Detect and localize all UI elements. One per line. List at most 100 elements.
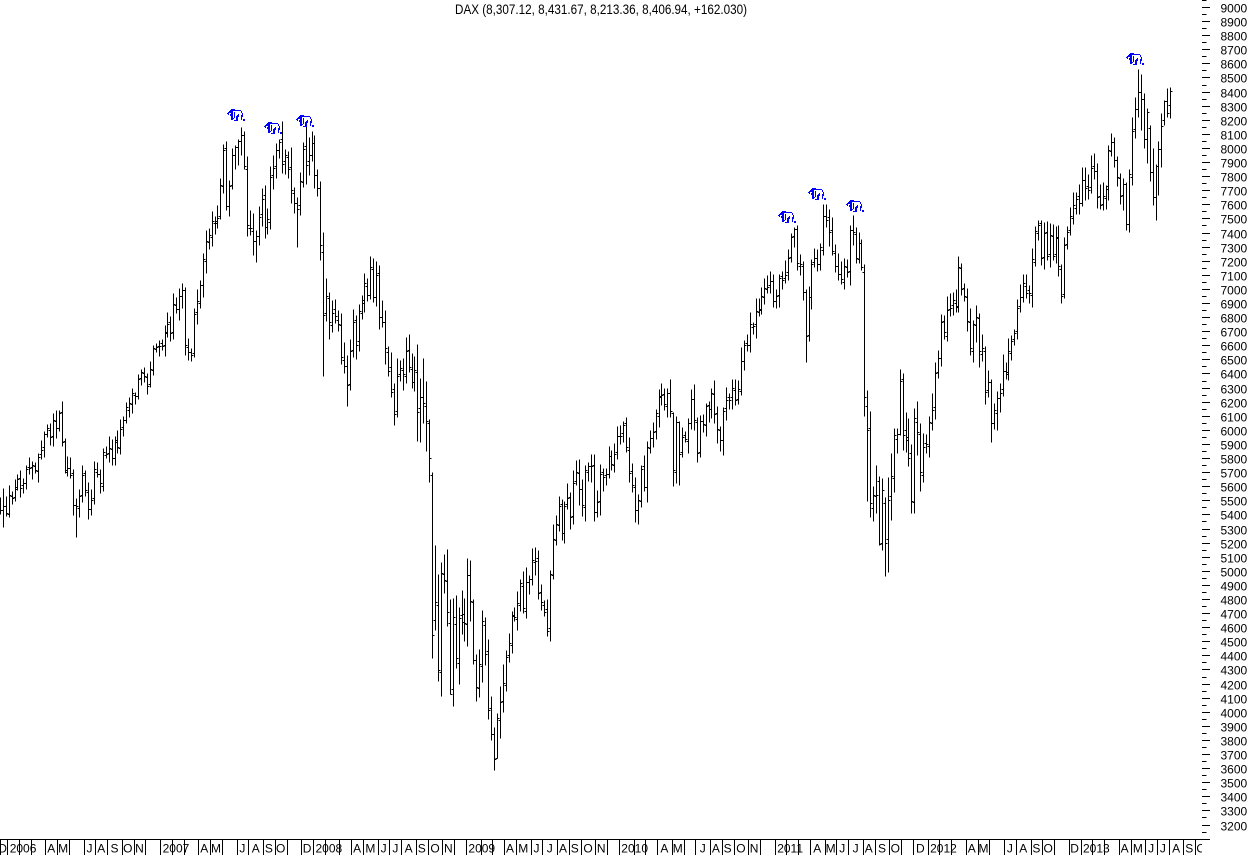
svg-text:O: O	[430, 842, 439, 855]
svg-text:A: A	[353, 842, 361, 855]
svg-text:2007: 2007	[163, 842, 190, 855]
svg-text:8400: 8400	[1221, 87, 1248, 101]
svg-text:5500: 5500	[1221, 495, 1248, 509]
svg-text:N: N	[444, 842, 453, 855]
svg-text:S: S	[418, 842, 426, 855]
svg-text:7700: 7700	[1221, 185, 1248, 199]
svg-text:5400: 5400	[1221, 509, 1248, 523]
svg-text:4800: 4800	[1221, 594, 1248, 608]
svg-text:S: S	[265, 842, 273, 855]
svg-text:5700: 5700	[1221, 467, 1248, 481]
svg-text:J: J	[547, 842, 553, 855]
svg-text:A: A	[968, 842, 976, 855]
svg-text:4300: 4300	[1221, 664, 1248, 678]
svg-text:3400: 3400	[1221, 791, 1248, 805]
svg-text:6700: 6700	[1221, 326, 1248, 340]
svg-text:7000: 7000	[1221, 284, 1248, 298]
svg-text:D: D	[916, 842, 925, 855]
svg-text:8300: 8300	[1221, 101, 1248, 115]
svg-text:D: D	[1070, 842, 1079, 855]
svg-text:A: A	[506, 842, 514, 855]
svg-text:6000: 6000	[1221, 425, 1248, 439]
svg-text:4700: 4700	[1221, 608, 1248, 622]
svg-text:O: O	[1196, 842, 1205, 855]
svg-text:6300: 6300	[1221, 383, 1248, 397]
svg-text:S: S	[571, 842, 579, 855]
svg-text:M: M	[211, 842, 221, 855]
svg-text:7200: 7200	[1221, 256, 1248, 270]
svg-text:7800: 7800	[1221, 171, 1248, 185]
svg-text:M: M	[673, 842, 683, 855]
svg-text:2011: 2011	[777, 842, 803, 855]
svg-text:A: A	[1172, 842, 1180, 855]
svg-text:N: N	[597, 842, 606, 855]
svg-text:5000: 5000	[1221, 566, 1248, 580]
svg-text:O: O	[1044, 842, 1053, 855]
svg-text:3900: 3900	[1221, 721, 1248, 735]
svg-text:8500: 8500	[1221, 72, 1248, 86]
svg-text:6100: 6100	[1221, 411, 1248, 425]
svg-text:J: J	[1160, 842, 1166, 855]
svg-text:J: J	[1007, 842, 1013, 855]
svg-text:A: A	[1121, 842, 1129, 855]
svg-text:M: M	[365, 842, 375, 855]
svg-text:5900: 5900	[1221, 439, 1248, 453]
svg-text:8800: 8800	[1221, 30, 1248, 44]
svg-text:3300: 3300	[1221, 805, 1248, 819]
svg-text:S: S	[724, 842, 732, 855]
svg-text:6600: 6600	[1221, 340, 1248, 354]
svg-text:2010: 2010	[621, 842, 648, 855]
svg-text:S: S	[1032, 842, 1040, 855]
svg-text:5300: 5300	[1221, 524, 1248, 538]
svg-text:O: O	[123, 842, 132, 855]
svg-text:4600: 4600	[1221, 622, 1248, 636]
svg-text:3800: 3800	[1221, 735, 1248, 749]
svg-text:2008: 2008	[316, 842, 343, 855]
svg-text:J: J	[381, 842, 387, 855]
svg-text:O: O	[583, 842, 592, 855]
svg-text:4000: 4000	[1221, 707, 1248, 721]
svg-text:S: S	[1185, 842, 1193, 855]
svg-text:A: A	[252, 842, 260, 855]
svg-text:N: N	[135, 842, 144, 855]
svg-text:D: D	[0, 842, 7, 855]
svg-text:J: J	[87, 842, 93, 855]
svg-text:A: A	[712, 842, 720, 855]
svg-text:2012: 2012	[930, 842, 957, 855]
svg-text:N: N	[750, 842, 759, 855]
svg-text:O: O	[276, 842, 285, 855]
svg-text:S: S	[110, 842, 118, 855]
svg-text:8700: 8700	[1221, 44, 1248, 58]
svg-text:J: J	[534, 842, 540, 855]
svg-text:J: J	[392, 842, 398, 855]
svg-text:4100: 4100	[1221, 693, 1248, 707]
svg-text:4400: 4400	[1221, 650, 1248, 664]
svg-text:8600: 8600	[1221, 58, 1248, 72]
svg-text:2009: 2009	[468, 842, 495, 855]
svg-text:A: A	[660, 842, 668, 855]
svg-text:4500: 4500	[1221, 636, 1248, 650]
svg-text:6200: 6200	[1221, 397, 1248, 411]
svg-text:6400: 6400	[1221, 368, 1248, 382]
svg-text:J: J	[700, 842, 706, 855]
svg-text:A: A	[559, 842, 567, 855]
svg-text:J: J	[853, 842, 859, 855]
svg-text:A: A	[1019, 842, 1027, 855]
svg-text:3700: 3700	[1221, 749, 1248, 763]
svg-text:7500: 7500	[1221, 213, 1248, 227]
svg-text:A: A	[200, 842, 208, 855]
svg-text:6800: 6800	[1221, 312, 1248, 326]
svg-text:DAX (8,307.12, 8,431.67, 8,213: DAX (8,307.12, 8,431.67, 8,213.36, 8,406…	[455, 2, 747, 17]
svg-text:6500: 6500	[1221, 354, 1248, 368]
svg-text:J: J	[239, 842, 245, 855]
svg-text:M: M	[518, 842, 528, 855]
svg-text:5800: 5800	[1221, 453, 1248, 467]
svg-text:6900: 6900	[1221, 298, 1248, 312]
svg-text:2013: 2013	[1083, 842, 1110, 855]
svg-text:7300: 7300	[1221, 242, 1248, 256]
svg-text:7900: 7900	[1221, 157, 1248, 171]
svg-text:M: M	[1133, 842, 1143, 855]
svg-text:D: D	[303, 842, 312, 855]
svg-text:8000: 8000	[1221, 143, 1248, 157]
svg-text:J: J	[839, 842, 845, 855]
